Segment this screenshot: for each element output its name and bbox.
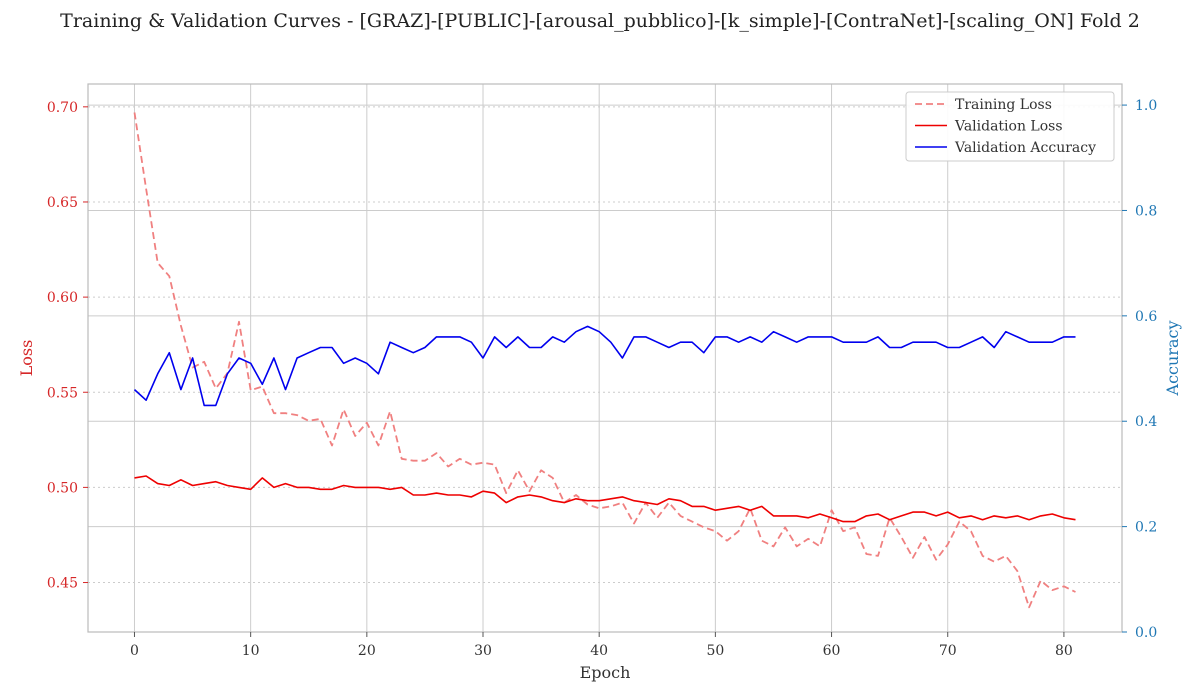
x-tick-label: 80 [1055, 643, 1073, 659]
x-tick-label: 0 [130, 643, 139, 659]
y-left-tick-label: 0.65 [47, 195, 78, 211]
y-right-tick-label: 0.2 [1135, 520, 1157, 536]
x-tick-label: 60 [823, 643, 841, 659]
y-right-tick-label: 1.0 [1135, 98, 1157, 114]
x-tick-label: 40 [590, 643, 608, 659]
y-axis-left-label: Loss [17, 340, 36, 377]
y-right-tick-label: 0.0 [1135, 625, 1157, 641]
axes-layer: 0 10 20 30 40 50 60 70 80 0.45 0.50 0.55 0.60 0.65 0.7… [47, 98, 1158, 659]
grid-layer [88, 84, 1122, 633]
x-tick-label: 20 [358, 643, 376, 659]
y-left-tick-label: 0.60 [47, 290, 78, 306]
chart-title: Training & Validation Curves - [GRAZ]-[P… [60, 10, 1140, 32]
y-right-tick-label: 0.4 [1135, 414, 1157, 430]
y-right-tick-label: 0.6 [1135, 309, 1157, 325]
plot-frame [87, 83, 1123, 633]
legend-box [905, 91, 1115, 162]
training-loss-line [133, 112, 1076, 609]
y-left-tick-label: 0.45 [47, 576, 78, 592]
legend-label: Training Loss [955, 97, 1052, 113]
legend-label: Validation Loss [954, 119, 1063, 135]
x-axis-label: Epoch [580, 663, 631, 682]
y-left-tick-label: 0.70 [47, 100, 78, 116]
y-axis-right-label: Accuracy [1163, 321, 1182, 397]
y-right-tick-label: 0.8 [1135, 203, 1157, 219]
x-tick-label: 30 [474, 643, 492, 659]
x-tick-label: 70 [939, 643, 957, 659]
validation-accuracy-line [133, 325, 1076, 407]
x-tick-label: 10 [242, 643, 260, 659]
legend: Training Loss Validation Loss Validation A… [905, 91, 1115, 162]
y-left-tick-label: 0.55 [47, 385, 78, 401]
y-left-tick-label: 0.50 [47, 480, 78, 496]
validation-loss-line [134, 475, 1076, 523]
x-tick-label: 50 [706, 643, 724, 659]
series-layer [133, 112, 1076, 609]
legend-label: Validation Accuracy [954, 140, 1096, 156]
